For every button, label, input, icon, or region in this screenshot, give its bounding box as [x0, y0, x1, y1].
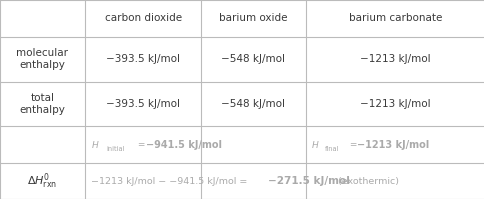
Text: $\Delta H^0_{\rm rxn}$: $\Delta H^0_{\rm rxn}$	[27, 171, 58, 191]
Text: −548 kJ/mol: −548 kJ/mol	[221, 54, 285, 64]
Text: molecular
enthalpy: molecular enthalpy	[16, 48, 68, 70]
Text: initial: initial	[106, 146, 125, 152]
Text: −271.5 kJ/mol: −271.5 kJ/mol	[267, 176, 349, 186]
Text: −393.5 kJ/mol: −393.5 kJ/mol	[106, 54, 180, 64]
Text: $\mathit{H}$: $\mathit{H}$	[91, 139, 99, 150]
Text: −1213 kJ/mol: −1213 kJ/mol	[359, 54, 430, 64]
Text: −548 kJ/mol: −548 kJ/mol	[221, 99, 285, 109]
Text: final: final	[324, 146, 339, 152]
Text: barium oxide: barium oxide	[219, 13, 287, 23]
Text: =: =	[135, 140, 148, 149]
Text: $\mathit{H}$: $\mathit{H}$	[311, 139, 319, 150]
Text: −1213 kJ/mol: −1213 kJ/mol	[357, 140, 429, 150]
Text: −941.5 kJ/mol: −941.5 kJ/mol	[146, 140, 222, 150]
Text: carbon dioxide: carbon dioxide	[104, 13, 182, 23]
Text: −1213 kJ/mol − −941.5 kJ/mol =: −1213 kJ/mol − −941.5 kJ/mol =	[91, 177, 250, 186]
Text: −393.5 kJ/mol: −393.5 kJ/mol	[106, 99, 180, 109]
Text: total
enthalpy: total enthalpy	[19, 93, 65, 115]
Text: (exothermic): (exothermic)	[334, 177, 398, 186]
Text: −1213 kJ/mol: −1213 kJ/mol	[359, 99, 430, 109]
Text: barium carbonate: barium carbonate	[348, 13, 441, 23]
Text: =: =	[346, 140, 359, 149]
